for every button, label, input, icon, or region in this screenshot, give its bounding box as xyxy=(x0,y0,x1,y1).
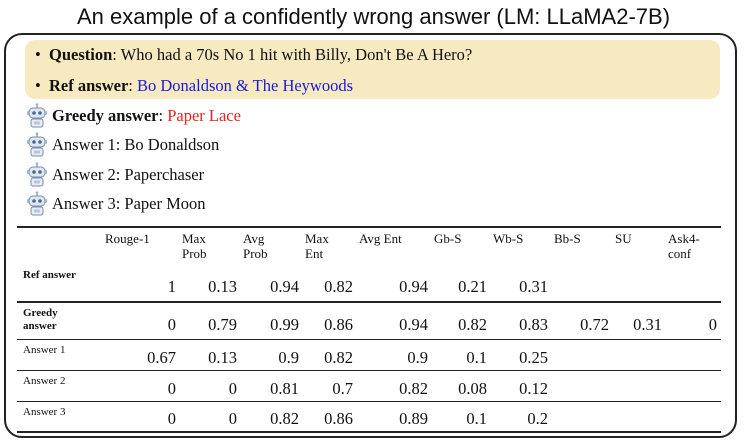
table-cell xyxy=(666,401,721,432)
table-cell: 0.25 xyxy=(519,347,548,367)
figure-title: An example of a confidently wrong answer… xyxy=(76,4,671,29)
ref-answer-text: Bo Donaldson & The Heywoods xyxy=(137,76,354,95)
column-header: Rouge-1 xyxy=(105,231,150,246)
table-cell: 0.13 xyxy=(208,347,237,367)
table-cell: 0.99 xyxy=(270,314,299,334)
column-header: SU xyxy=(615,231,632,246)
example-frame xyxy=(4,33,737,438)
table-cell: 0.9 xyxy=(407,347,428,367)
table-cell xyxy=(613,339,666,370)
table-cell: 0.13 xyxy=(208,277,237,296)
table-cell: 0.83 xyxy=(519,314,548,334)
table-cell: 0.9 xyxy=(278,347,299,367)
table-cell: 0 xyxy=(167,378,176,398)
bullet-icon: • xyxy=(35,76,41,95)
table-cell: 0 xyxy=(228,378,237,398)
table-cell: 0.21 xyxy=(458,277,487,296)
table-cell: 0.82 xyxy=(270,409,299,428)
table-cell: 0.72 xyxy=(580,314,609,334)
table-cell: 0.81 xyxy=(270,378,299,398)
robot-icon xyxy=(24,132,50,158)
table-cell: 0.82 xyxy=(324,277,353,296)
greedy-answer-label: Greedy answer xyxy=(52,106,159,125)
column-header: Avg Prob xyxy=(243,231,268,261)
table-cell: 0.1 xyxy=(466,347,487,367)
table-cell: 0.82 xyxy=(458,314,487,334)
table-cell: 0.7 xyxy=(332,378,353,398)
table-cell: 0.79 xyxy=(208,314,237,334)
row-label: Ref answer xyxy=(23,269,76,281)
table-cell: 0.86 xyxy=(324,409,353,428)
table-cell: 0 xyxy=(167,314,176,334)
question-box: • Question: Who had a 70s No 1 hit with B… xyxy=(25,40,720,99)
table-cell: 0.86 xyxy=(324,314,353,334)
table-cell: 0.31 xyxy=(633,314,662,334)
table-cell xyxy=(666,339,721,370)
table-cell xyxy=(552,265,613,302)
table-cell: 0.08 xyxy=(458,378,487,398)
table-row: Answer 2 0 0 0.81 0.7 0.82 0.08 0.12 xyxy=(17,370,721,401)
robot-icon xyxy=(24,103,50,129)
sampled-answer-text: Answer 3: Paper Moon xyxy=(52,194,206,213)
column-header: Bb-S xyxy=(554,231,581,246)
column-header xyxy=(17,227,103,265)
robot-icon xyxy=(24,162,50,188)
sampled-answer-text: Answer 1: Bo Donaldson xyxy=(52,135,220,154)
column-header: Ask4- conf xyxy=(668,231,700,261)
table-cell xyxy=(613,265,666,302)
table-cell: 0 xyxy=(708,314,717,334)
table-cell: 0 xyxy=(228,409,237,428)
bullet-icon: • xyxy=(35,45,41,64)
table-cell: 0.89 xyxy=(399,409,428,428)
table-cell: 0.82 xyxy=(399,378,428,398)
table-cell xyxy=(552,370,613,401)
table-cell xyxy=(613,370,666,401)
question-text: : Who had a 70s No 1 hit with Billy, Don… xyxy=(112,45,473,64)
table-row: Greedy answer 0 0.79 0.99 0.86 0.94 0.82 … xyxy=(17,302,721,339)
table-cell: 0.82 xyxy=(324,347,353,367)
table-cell: 0.12 xyxy=(519,378,548,398)
sampled-answer-text: Answer 2: Paperchaser xyxy=(52,165,205,184)
table-cell: 0.1 xyxy=(466,409,487,428)
column-header: Gb-S xyxy=(434,231,462,246)
column-header: Max Prob xyxy=(182,231,207,261)
greedy-answer-text: Paper Lace xyxy=(167,106,241,125)
table-cell: 0.94 xyxy=(399,277,428,296)
table-cell: 0 xyxy=(167,409,176,428)
table-cell: 1 xyxy=(167,277,176,296)
robot-icon xyxy=(24,191,50,217)
column-header: Max Ent xyxy=(305,231,329,261)
table-cell: 0.67 xyxy=(147,347,176,367)
column-header: Avg Ent xyxy=(359,231,402,246)
table-cell xyxy=(666,265,721,302)
table-cell xyxy=(613,401,666,432)
ref-answer-line: • Ref answer: Bo Donaldson & The Heywoods xyxy=(35,74,353,98)
table-row: Answer 1 0.67 0.13 0.9 0.82 0.9 0.1 0.25 xyxy=(17,339,721,370)
greedy-answer-colon: : xyxy=(158,106,168,125)
ref-answer-label: Ref answer xyxy=(49,76,129,95)
table-cell: 0.94 xyxy=(270,277,299,296)
row-label: Answer 2 xyxy=(23,374,66,387)
column-header: Wb-S xyxy=(493,231,524,246)
ref-answer-colon: : xyxy=(128,76,137,95)
scores-table: Rouge-1 Max Prob Avg Prob Max Ent Avg Ent G… xyxy=(17,226,721,433)
row-label: Greedy answer xyxy=(23,307,58,332)
table-cell: 0.94 xyxy=(399,314,428,334)
table-cell xyxy=(552,401,613,432)
row-label: Answer 1 xyxy=(23,343,66,356)
table-row: Ref answer 1 0.13 0.94 0.82 0.94 0.21 0.… xyxy=(17,265,721,302)
table-cell xyxy=(552,339,613,370)
table-cell xyxy=(666,370,721,401)
table-cell: 0.31 xyxy=(519,277,548,296)
table-header-row: Rouge-1 Max Prob Avg Prob Max Ent Avg Ent G… xyxy=(17,227,721,265)
question-line: • Question: Who had a 70s No 1 hit with B… xyxy=(35,43,472,67)
table-row: Answer 3 0 0 0.82 0.86 0.89 0.1 0.2 xyxy=(17,401,721,432)
question-label: Question xyxy=(49,45,113,64)
table-cell: 0.2 xyxy=(527,409,548,428)
row-label: Answer 3 xyxy=(23,405,66,418)
